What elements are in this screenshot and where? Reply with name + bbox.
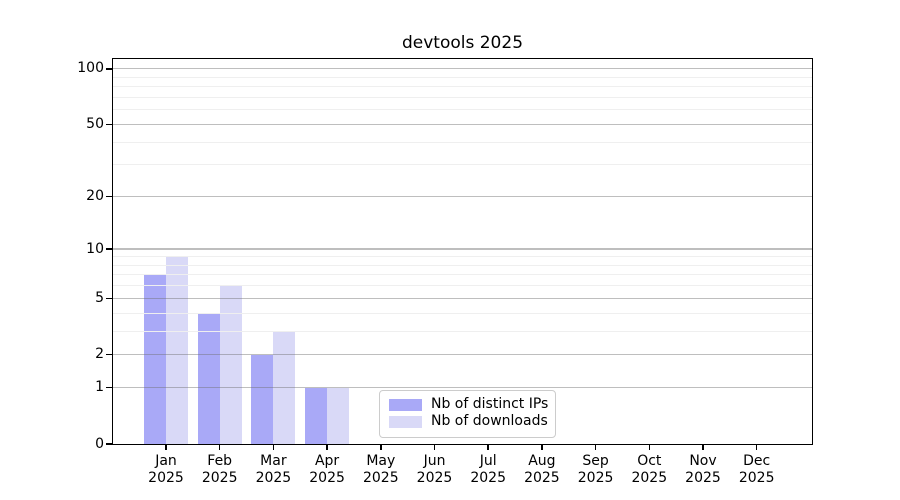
y-tick-label: 100 [77, 60, 104, 77]
y-tick-mark [106, 68, 113, 70]
minor-gridline [113, 141, 812, 143]
x-tick-label: Feb 2025 [201, 453, 238, 486]
x-tick-mark [165, 444, 167, 450]
x-tick-mark [541, 444, 543, 450]
major-gridline [113, 123, 812, 126]
y-tick-mark [106, 443, 113, 445]
major-gridline [113, 386, 812, 389]
y-tick-mark [106, 386, 113, 389]
x-tick-mark [433, 444, 436, 450]
minor-gridline [113, 256, 812, 258]
major-gridline [113, 297, 812, 300]
minor-gridline [113, 109, 812, 111]
x-tick-mark [594, 444, 597, 450]
major-gridline [113, 353, 812, 356]
x-tick-label: Jul 2025 [470, 453, 506, 486]
x-tick-label: May 2025 [362, 453, 399, 486]
major-gridline [113, 195, 812, 198]
bar-nb-of-downloads [219, 285, 242, 444]
chart-title: devtools 2025 [401, 33, 524, 53]
y-tick-label: 20 [86, 187, 104, 204]
bar-nb-of-distinct-ips [197, 313, 220, 444]
x-tick-label: Jan 2025 [148, 453, 184, 486]
x-tick-label: Aug 2025 [524, 453, 560, 486]
major-gridline [113, 248, 812, 250]
x-tick-mark [380, 444, 382, 450]
y-tick-label: 10 [86, 240, 104, 257]
y-tick-label: 2 [95, 346, 104, 363]
x-tick-mark [218, 444, 221, 450]
y-tick-label: 0 [95, 435, 104, 452]
x-tick-label: Sep 2025 [577, 453, 614, 486]
legend-item-downloads: Nb of downloads [389, 413, 548, 430]
legend-swatch-downloads [389, 415, 422, 428]
legend-label-downloads: Nb of downloads [431, 413, 548, 429]
legend-item-distinct-ips: Nb of distinct IPs [389, 396, 549, 413]
minor-gridline [113, 274, 812, 276]
legend-swatch-distinct-ips [389, 398, 422, 411]
y-tick-label: 1 [95, 379, 104, 396]
y-tick-label: 5 [95, 289, 104, 306]
x-tick-mark [755, 444, 758, 450]
x-tick-label: Mar 2025 [255, 453, 292, 486]
minor-gridline [113, 76, 812, 78]
minor-gridline [113, 285, 812, 287]
y-tick-mark [106, 353, 113, 356]
bar-nb-of-distinct-ips [144, 274, 166, 444]
y-tick-mark [106, 123, 113, 126]
x-tick-mark [487, 444, 489, 450]
legend: Nb of distinct IPs Nb of downloads [379, 390, 556, 438]
bar-nb-of-downloads [166, 256, 188, 444]
minor-gridline [113, 164, 812, 166]
minor-gridline [113, 312, 812, 314]
y-tick-mark [106, 297, 113, 300]
y-tick-mark [106, 195, 113, 198]
x-tick-label: Oct 2025 [631, 453, 668, 486]
x-tick-label: Dec 2025 [738, 453, 775, 486]
legend-label-distinct-ips: Nb of distinct IPs [431, 396, 549, 412]
minor-gridline [113, 86, 812, 88]
x-tick-mark [702, 444, 704, 450]
x-tick-mark [272, 444, 275, 450]
minor-gridline [113, 96, 812, 98]
x-tick-label: Apr 2025 [309, 453, 345, 486]
major-gridline [113, 68, 812, 70]
y-tick-mark [106, 248, 113, 250]
bar-nb-of-downloads [273, 331, 296, 444]
bar-nb-of-downloads [327, 387, 350, 444]
bar-nb-of-distinct-ips [251, 354, 274, 444]
minor-gridline [113, 264, 812, 266]
minor-gridline [113, 330, 812, 332]
x-tick-mark [648, 444, 651, 450]
x-tick-mark [326, 444, 328, 450]
y-tick-label: 50 [86, 115, 104, 132]
bar-nb-of-distinct-ips [305, 387, 328, 444]
x-tick-label: Jun 2025 [416, 453, 453, 486]
x-tick-label: Nov 2025 [685, 453, 721, 486]
